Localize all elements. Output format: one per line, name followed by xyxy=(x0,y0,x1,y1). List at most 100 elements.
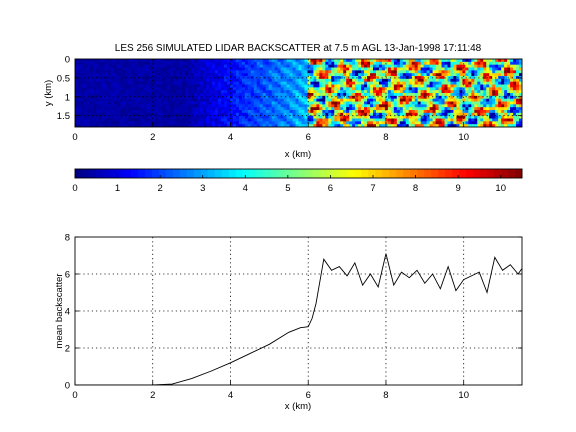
heatmap-cell xyxy=(426,101,431,105)
heatmap-cell xyxy=(390,110,395,114)
heatmap-cell xyxy=(274,78,279,83)
heatmap-cell xyxy=(164,98,168,103)
heatmap-cell xyxy=(229,81,234,86)
heatmap-cell xyxy=(343,95,347,100)
heatmap-cell xyxy=(519,98,522,103)
heatmap-cell xyxy=(218,70,222,74)
heatmap-cell xyxy=(495,76,499,80)
heatmap-cell xyxy=(110,112,115,117)
heatmap-cell xyxy=(194,81,198,86)
heatmap-cell xyxy=(432,70,437,74)
heatmap-cell xyxy=(212,112,216,117)
heatmap-cell xyxy=(489,101,493,105)
heatmap-cell xyxy=(161,67,165,71)
heatmap-cell xyxy=(185,87,189,91)
heatmap-cell xyxy=(432,64,437,69)
heatmap-cell xyxy=(280,104,285,108)
heatmap-cell xyxy=(343,124,347,127)
heatmap-cell xyxy=(519,124,522,127)
heatmap-cell xyxy=(188,64,192,69)
heatmap-cell xyxy=(411,115,416,120)
heatmap-cell xyxy=(274,115,279,120)
heatmap-cell xyxy=(250,118,255,122)
heatmap-cell xyxy=(188,101,192,105)
heatmap-cell xyxy=(218,115,222,120)
heatmap-cell xyxy=(131,76,136,80)
heatmap-cell xyxy=(200,73,204,77)
heatmap-cell xyxy=(304,61,309,66)
heatmap-cell xyxy=(355,107,359,111)
heatmap-cell xyxy=(483,115,487,120)
heatmap-cell xyxy=(229,107,234,111)
heatmap-cell xyxy=(489,61,493,66)
heatmap-cell xyxy=(316,124,320,127)
heatmap-cell xyxy=(456,73,461,77)
heatmap-cell xyxy=(313,73,317,77)
heatmap-cell xyxy=(453,84,458,88)
heatmap-cell xyxy=(504,73,508,77)
heatmap-cell xyxy=(519,67,522,71)
line-x-tick-label: 6 xyxy=(306,390,311,401)
heatmap-cell xyxy=(355,98,359,103)
heatmap-cell xyxy=(378,87,383,91)
heatmap-cell xyxy=(295,70,300,74)
heatmap-cell xyxy=(104,84,109,88)
heatmap-cell xyxy=(444,115,449,120)
heatmap-cell xyxy=(89,104,94,108)
heatmap-cell xyxy=(238,98,243,103)
heatmap-cell xyxy=(423,87,428,91)
heatmap-cell xyxy=(459,101,463,105)
heatmap-cell xyxy=(361,90,365,94)
heatmap-cell xyxy=(116,98,121,103)
heatmap-cell xyxy=(367,115,371,120)
heatmap-cell xyxy=(334,124,338,127)
heatmap-cell xyxy=(328,110,332,114)
heatmap-cell xyxy=(295,124,300,127)
heatmap-cell xyxy=(104,67,109,71)
heatmap-cell xyxy=(462,67,466,71)
heatmap-cell xyxy=(361,76,365,80)
heatmap-cell xyxy=(104,118,109,122)
heatmap-cell xyxy=(501,93,505,97)
heatmap-cell xyxy=(95,87,100,91)
heatmap-cell xyxy=(462,104,466,108)
heatmap-cell xyxy=(373,73,377,77)
heatmap-cell xyxy=(170,70,174,74)
heatmap-cell xyxy=(212,121,216,125)
heatmap-cell xyxy=(307,110,312,114)
heatmap-cell xyxy=(480,104,484,108)
heatmap-cell xyxy=(215,67,219,71)
heatmap-cell xyxy=(226,70,231,74)
heatmap-cell xyxy=(316,107,320,111)
heatmap-cell xyxy=(384,104,389,108)
heatmap-cell xyxy=(465,81,469,86)
heatmap-cell xyxy=(295,64,300,69)
heatmap-cell xyxy=(331,118,335,122)
heatmap-cell xyxy=(468,110,472,114)
heatmap-cell xyxy=(483,76,487,80)
heatmap-cell xyxy=(408,107,413,111)
heatmap-cell xyxy=(158,59,163,63)
heatmap-cell xyxy=(283,64,288,69)
heatmap-cell xyxy=(420,93,425,97)
heatmap-cell xyxy=(92,87,97,91)
heatmap-cell xyxy=(486,98,490,103)
heatmap-cell xyxy=(200,115,204,120)
heatmap-cell xyxy=(310,95,314,100)
heatmap-cell xyxy=(334,70,338,74)
heatmap-cell xyxy=(387,115,392,120)
heatmap-cell xyxy=(176,115,180,120)
heatmap-cell xyxy=(477,121,481,125)
heatmap-cell xyxy=(495,104,499,108)
heatmap-cell xyxy=(289,61,294,66)
heatmap-cell xyxy=(86,70,91,74)
heatmap-cell xyxy=(212,90,216,94)
heatmap-cell xyxy=(399,93,404,97)
heatmap-cell xyxy=(137,73,142,77)
heatmap-cell xyxy=(510,84,514,88)
heatmap-cell xyxy=(206,112,210,117)
colorbar-swatch xyxy=(417,169,425,178)
heatmap-cell xyxy=(188,70,192,74)
heatmap-cell xyxy=(426,73,431,77)
heatmap-cell xyxy=(507,90,511,94)
